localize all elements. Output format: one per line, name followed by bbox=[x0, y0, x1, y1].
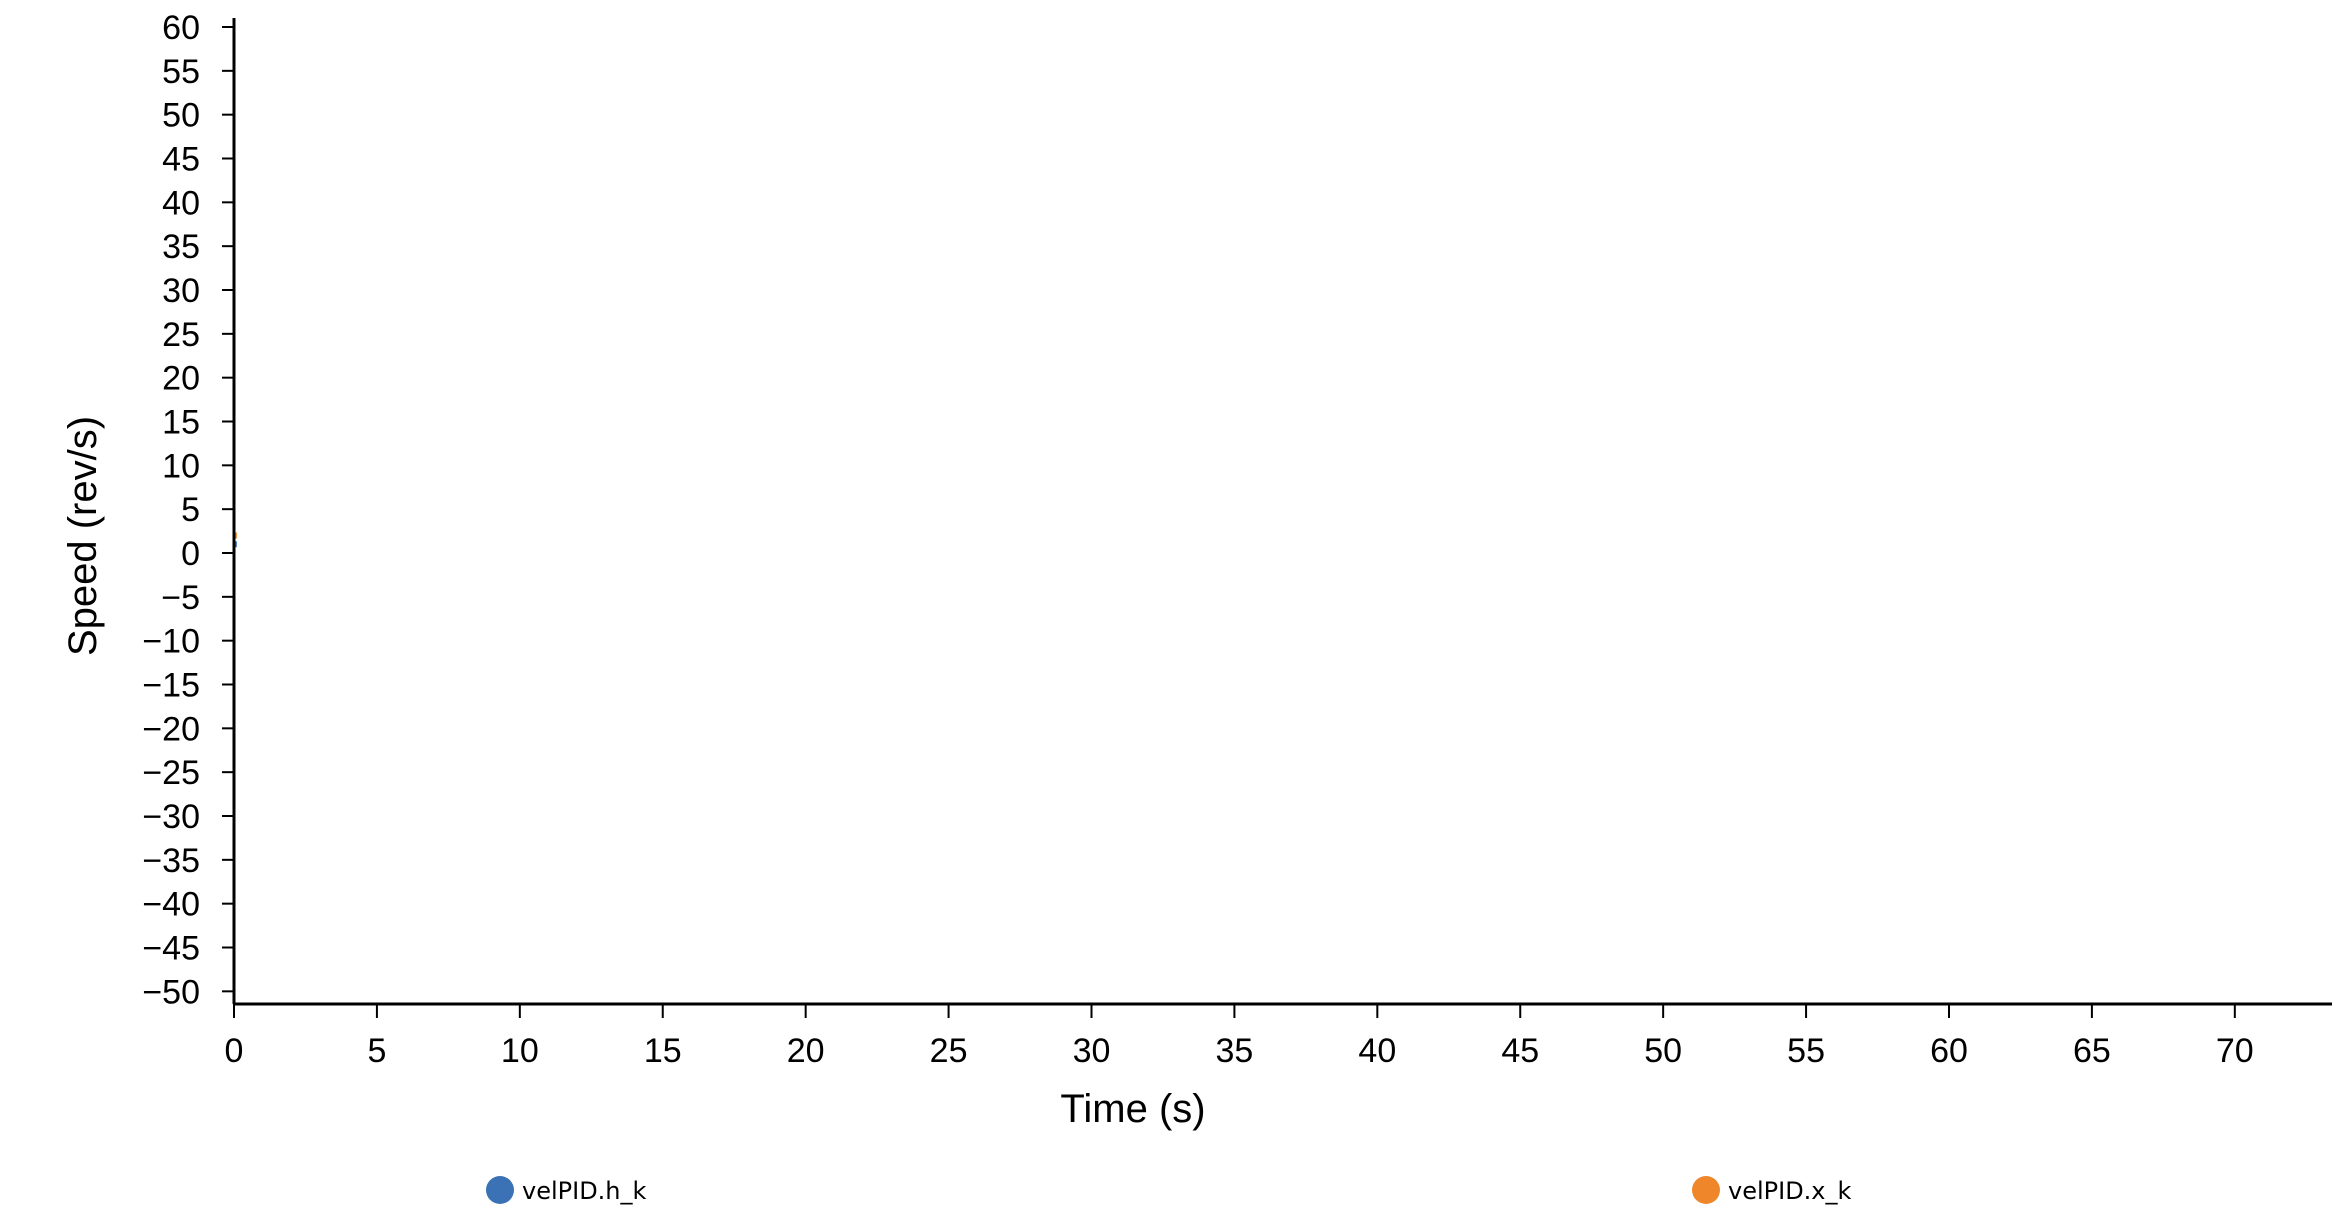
x-axis-ticks: 0 5 10 15 20 25 30 35 40 45 50 55 60 65 70 bbox=[225, 1004, 2254, 1070]
legend-label: velPID.h_k bbox=[522, 1177, 647, 1205]
x-tick-label: 65 bbox=[2073, 1032, 2111, 1070]
x-tick-label: 50 bbox=[1644, 1032, 1682, 1070]
x-tick-label: 55 bbox=[1787, 1032, 1825, 1070]
x-tick-label: 45 bbox=[1501, 1032, 1539, 1070]
y-tick-label: 55 bbox=[162, 53, 200, 91]
y-tick-label: −10 bbox=[142, 623, 200, 661]
y-tick-label: 60 bbox=[162, 9, 200, 47]
y-axis-ticks: 605550454035302520151050−5−10−15−20−25−3… bbox=[142, 9, 234, 1011]
legend-label: velPID.x_k bbox=[1728, 1177, 1852, 1205]
x-axis-title: Time (s) bbox=[1060, 1087, 1205, 1131]
x-tick-label: 70 bbox=[2216, 1032, 2254, 1070]
legend-marker bbox=[1692, 1176, 1720, 1204]
y-tick-label: 40 bbox=[162, 184, 200, 222]
y-tick-label: 5 bbox=[181, 491, 200, 529]
y-tick-label: −25 bbox=[142, 754, 200, 792]
x-tick-label: 60 bbox=[1930, 1032, 1968, 1070]
legend: velPID.h_k velPID.x_k bbox=[486, 1176, 1852, 1205]
y-tick-label: 35 bbox=[162, 228, 200, 266]
y-tick-label: −30 bbox=[142, 798, 200, 836]
y-tick-label: −20 bbox=[142, 710, 200, 748]
x-tick-label: 5 bbox=[367, 1032, 386, 1070]
x-tick-label: 0 bbox=[225, 1032, 244, 1070]
y-tick-label: −15 bbox=[142, 667, 200, 705]
y-tick-label: −35 bbox=[142, 842, 200, 880]
y-tick-label: −5 bbox=[161, 579, 200, 617]
x-tick-label: 25 bbox=[930, 1032, 968, 1070]
x-tick-label: 15 bbox=[644, 1032, 682, 1070]
x-tick-label: 10 bbox=[501, 1032, 539, 1070]
y-tick-label: −50 bbox=[142, 973, 200, 1011]
legend-marker bbox=[486, 1176, 514, 1204]
x-tick-label: 20 bbox=[787, 1032, 825, 1070]
y-tick-label: 0 bbox=[181, 535, 200, 573]
y-tick-label: 10 bbox=[162, 447, 200, 485]
y-tick-label: 45 bbox=[162, 141, 200, 179]
y-axis-title: Speed (rev/s) bbox=[61, 416, 105, 656]
y-tick-label: −45 bbox=[142, 930, 200, 968]
y-tick-label: −40 bbox=[142, 886, 200, 924]
x-tick-label: 35 bbox=[1215, 1032, 1253, 1070]
y-tick-label: 15 bbox=[162, 404, 200, 442]
y-tick-label: 50 bbox=[162, 97, 200, 135]
x-tick-label: 30 bbox=[1073, 1032, 1111, 1070]
y-tick-label: 20 bbox=[162, 360, 200, 398]
y-tick-label: 30 bbox=[162, 272, 200, 310]
y-tick-label: 25 bbox=[162, 316, 200, 354]
x-tick-label: 40 bbox=[1358, 1032, 1396, 1070]
